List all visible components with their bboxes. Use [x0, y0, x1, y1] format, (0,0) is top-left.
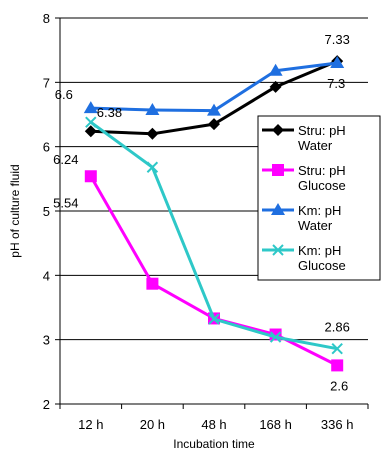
legend-label: Glucose — [298, 258, 346, 273]
y-axis-title: pH of culture fluid — [8, 164, 22, 257]
data-point — [208, 118, 220, 131]
legend-label: Stru: pH — [298, 163, 346, 178]
data-point — [145, 102, 160, 115]
y-tick-label: 8 — [43, 11, 50, 26]
legend-marker — [271, 203, 285, 215]
legend-marker — [272, 124, 284, 136]
series-3 — [83, 56, 345, 116]
legend-label: Water — [298, 218, 333, 233]
data-point — [146, 127, 159, 140]
legend-box — [257, 115, 381, 281]
data-point — [146, 277, 159, 290]
data-point — [208, 313, 220, 325]
data-point — [207, 103, 221, 116]
y-tick-label: 2 — [43, 397, 50, 412]
y-tick-label: 3 — [43, 333, 50, 348]
legend-label: Glucose — [298, 178, 346, 193]
y-tick-label: 5 — [43, 204, 50, 219]
x-tick-label: 12 h — [78, 417, 103, 432]
data-label: 6.24 — [53, 152, 78, 167]
legend-label: Stru: pH — [298, 123, 346, 138]
y-tick-labels: 2 3 4 5 6 7 8 — [43, 11, 60, 412]
x-tick-label: 336 h — [321, 417, 354, 432]
data-point — [85, 116, 97, 128]
data-point — [269, 331, 282, 343]
y-tick-label: 6 — [43, 140, 50, 155]
y-tick-label: 7 — [43, 75, 50, 90]
x-tick-label: 48 h — [201, 417, 226, 432]
series-line — [90, 61, 338, 113]
data-labels: 6.6 6.38 6.24 5.54 7.33 7.3 2.86 2.6 — [53, 32, 350, 393]
data-point — [268, 63, 283, 76]
x-tick-label: 168 h — [259, 417, 292, 432]
legend-marker — [272, 244, 284, 256]
x-tick-labels: 12 h 20 h 48 h 168 h 336 h — [59, 404, 369, 432]
data-label: 7.3 — [327, 76, 345, 91]
data-point — [330, 56, 345, 69]
data-label: 6.6 — [55, 87, 73, 102]
data-label: 2.86 — [325, 320, 350, 335]
x-tick-label: 20 h — [140, 417, 165, 432]
legend-marker — [272, 164, 284, 176]
x-axis-title: Incubation time — [173, 437, 255, 451]
data-point — [83, 101, 98, 114]
y-tick-label: 4 — [43, 268, 50, 283]
data-label: 2.6 — [330, 378, 348, 393]
legend-label: Water — [298, 138, 333, 153]
data-point — [84, 170, 97, 183]
legend-label: Km: pH — [298, 243, 341, 258]
data-point — [331, 359, 344, 372]
legend-label: Km: pH — [298, 203, 341, 218]
data-label: 6.38 — [97, 105, 122, 120]
data-label: 5.54 — [53, 195, 78, 210]
data-point — [331, 342, 343, 355]
data-label: 7.33 — [325, 32, 350, 47]
data-point — [146, 161, 159, 173]
series-4 — [85, 116, 343, 355]
series — [83, 55, 345, 372]
data-point — [84, 125, 97, 138]
data-point — [269, 80, 282, 93]
